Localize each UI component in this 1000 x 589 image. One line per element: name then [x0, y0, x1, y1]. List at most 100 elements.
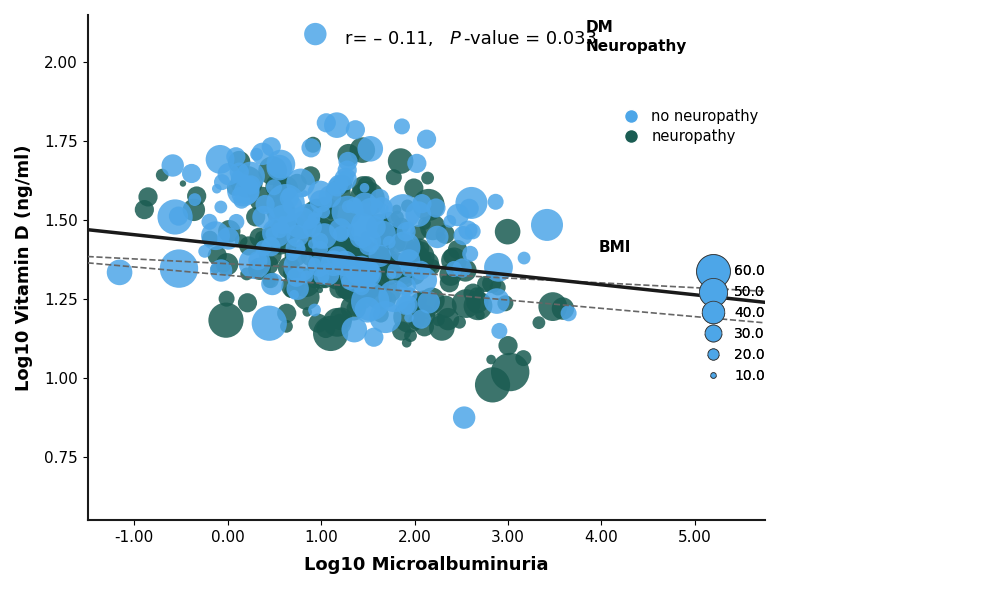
Point	[455, 231, 471, 240]
Point	[412, 243, 428, 253]
Point	[336, 249, 352, 259]
Point	[500, 341, 516, 350]
Point	[171, 264, 187, 273]
Point	[288, 250, 304, 260]
Point	[358, 225, 374, 234]
Point	[282, 226, 298, 235]
Point	[450, 245, 466, 254]
Point	[456, 413, 472, 422]
Point	[348, 227, 364, 236]
Point	[516, 253, 532, 263]
Point	[406, 183, 422, 193]
Point	[374, 204, 390, 213]
Point	[359, 194, 375, 204]
Point	[331, 180, 347, 189]
Point	[263, 142, 279, 151]
Point	[389, 213, 405, 222]
Point	[388, 239, 404, 248]
Point	[307, 206, 323, 216]
Point	[410, 209, 426, 219]
Point	[531, 318, 547, 327]
Point	[515, 353, 531, 363]
Point	[249, 150, 265, 159]
Text: P: P	[450, 30, 461, 48]
Point	[209, 251, 225, 260]
Point	[239, 298, 255, 307]
Point	[395, 207, 411, 216]
Point	[317, 201, 333, 211]
Point	[389, 225, 405, 234]
Point	[465, 227, 481, 236]
Point	[465, 289, 481, 298]
Point	[219, 260, 235, 269]
Point	[316, 207, 332, 217]
Point	[293, 178, 309, 188]
Point	[281, 263, 297, 272]
Point	[362, 297, 378, 306]
Point	[229, 173, 245, 182]
Text: DM
Neuropathy: DM Neuropathy	[585, 20, 687, 54]
Point	[357, 267, 373, 277]
Point	[434, 323, 450, 333]
Point	[330, 231, 346, 240]
Point	[330, 253, 346, 262]
Point	[293, 244, 309, 253]
Point	[234, 196, 250, 206]
Point	[433, 232, 449, 241]
Point	[450, 210, 466, 220]
Point	[458, 299, 474, 308]
Point	[401, 313, 417, 322]
Point	[282, 231, 298, 241]
Point	[545, 302, 561, 312]
Point	[112, 267, 128, 277]
Point	[248, 212, 264, 221]
Point	[216, 262, 232, 271]
Point	[305, 239, 321, 249]
Point	[320, 270, 336, 279]
Point	[400, 223, 416, 233]
Point	[254, 195, 270, 204]
Point	[393, 221, 409, 230]
Point	[313, 273, 329, 282]
Point	[187, 195, 203, 204]
Point	[357, 201, 373, 210]
Point	[255, 149, 271, 158]
Point	[400, 300, 416, 310]
Point	[305, 140, 321, 150]
Point	[500, 227, 516, 236]
Point	[228, 152, 244, 161]
Point	[286, 290, 302, 299]
Point	[329, 182, 345, 191]
Point	[416, 322, 432, 332]
Point	[250, 256, 266, 265]
Point	[350, 252, 366, 261]
Point	[312, 236, 328, 246]
Point	[470, 301, 486, 310]
Point	[357, 286, 373, 296]
Point	[371, 292, 387, 302]
Point	[490, 283, 506, 292]
Point	[299, 211, 315, 221]
Point	[441, 278, 457, 287]
Point	[483, 355, 499, 364]
Point	[354, 295, 370, 305]
Point	[437, 230, 453, 239]
Point	[305, 221, 321, 230]
Point	[333, 229, 349, 239]
Legend: 60.0, 50.0, 40.0, 30.0, 20.0, 10.0: 60.0, 50.0, 40.0, 30.0, 20.0, 10.0	[699, 264, 765, 383]
Point	[355, 233, 371, 243]
Point	[395, 237, 411, 247]
Point	[401, 264, 417, 274]
Point	[351, 227, 367, 236]
Point	[253, 233, 269, 242]
Point	[376, 239, 392, 249]
Text: -value = 0.033: -value = 0.033	[464, 30, 597, 48]
Point	[320, 247, 336, 256]
Point	[401, 312, 417, 322]
Point	[468, 289, 484, 299]
Point	[310, 319, 326, 328]
Point	[383, 270, 399, 279]
Point	[312, 188, 328, 198]
Point	[363, 207, 379, 217]
Point	[373, 310, 389, 319]
